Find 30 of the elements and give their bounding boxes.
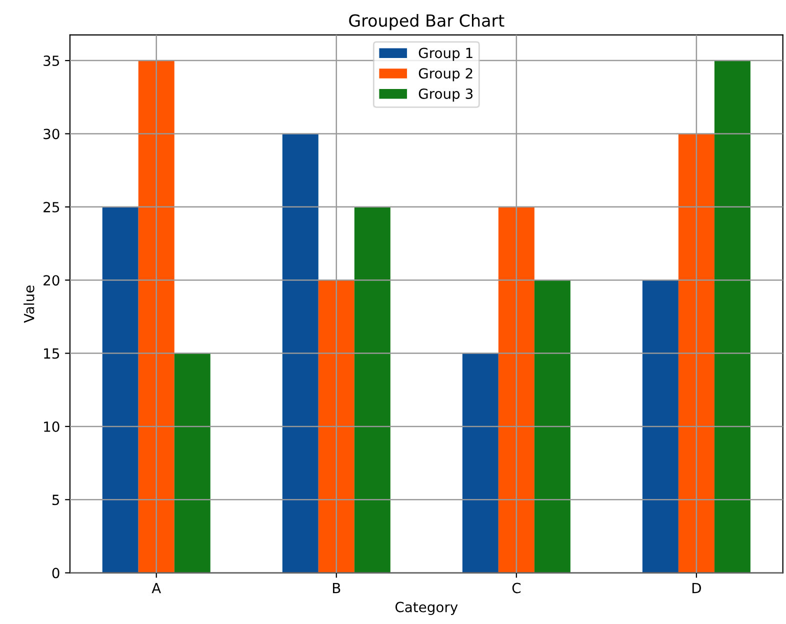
y-tick-label: 20	[44, 275, 60, 286]
bar	[174, 353, 210, 573]
x-tick-label: B	[332, 582, 340, 594]
bar	[318, 280, 354, 573]
legend-label: Group 2	[418, 68, 472, 82]
y-tick-label: 5	[52, 494, 60, 506]
x-tick-label: C	[512, 582, 521, 594]
bar	[642, 280, 678, 573]
bar	[282, 134, 318, 573]
x-tick-label: A	[152, 582, 161, 594]
bar	[102, 206, 138, 573]
y-tick-label: 10	[44, 421, 60, 432]
y-tick-label: 25	[44, 202, 60, 212]
legend-label: Group 3	[418, 88, 472, 102]
chart-title: Grouped Bar Chart	[349, 14, 504, 30]
bar	[678, 134, 714, 573]
y-axis-title: Value	[24, 286, 34, 323]
x-tick-label: D	[692, 582, 701, 594]
bar	[534, 280, 570, 573]
bar	[498, 206, 534, 573]
legend-label: Group 1	[418, 48, 472, 61]
y-tick-label: 35	[44, 56, 60, 66]
y-tick-label: 15	[44, 348, 60, 359]
bar	[462, 353, 498, 573]
y-tick-label: 0	[52, 568, 60, 578]
bar	[714, 60, 750, 573]
bar	[354, 206, 390, 573]
y-tick-label: 30	[44, 128, 60, 140]
x-axis-title: Category	[395, 602, 458, 615]
bar	[138, 60, 174, 573]
